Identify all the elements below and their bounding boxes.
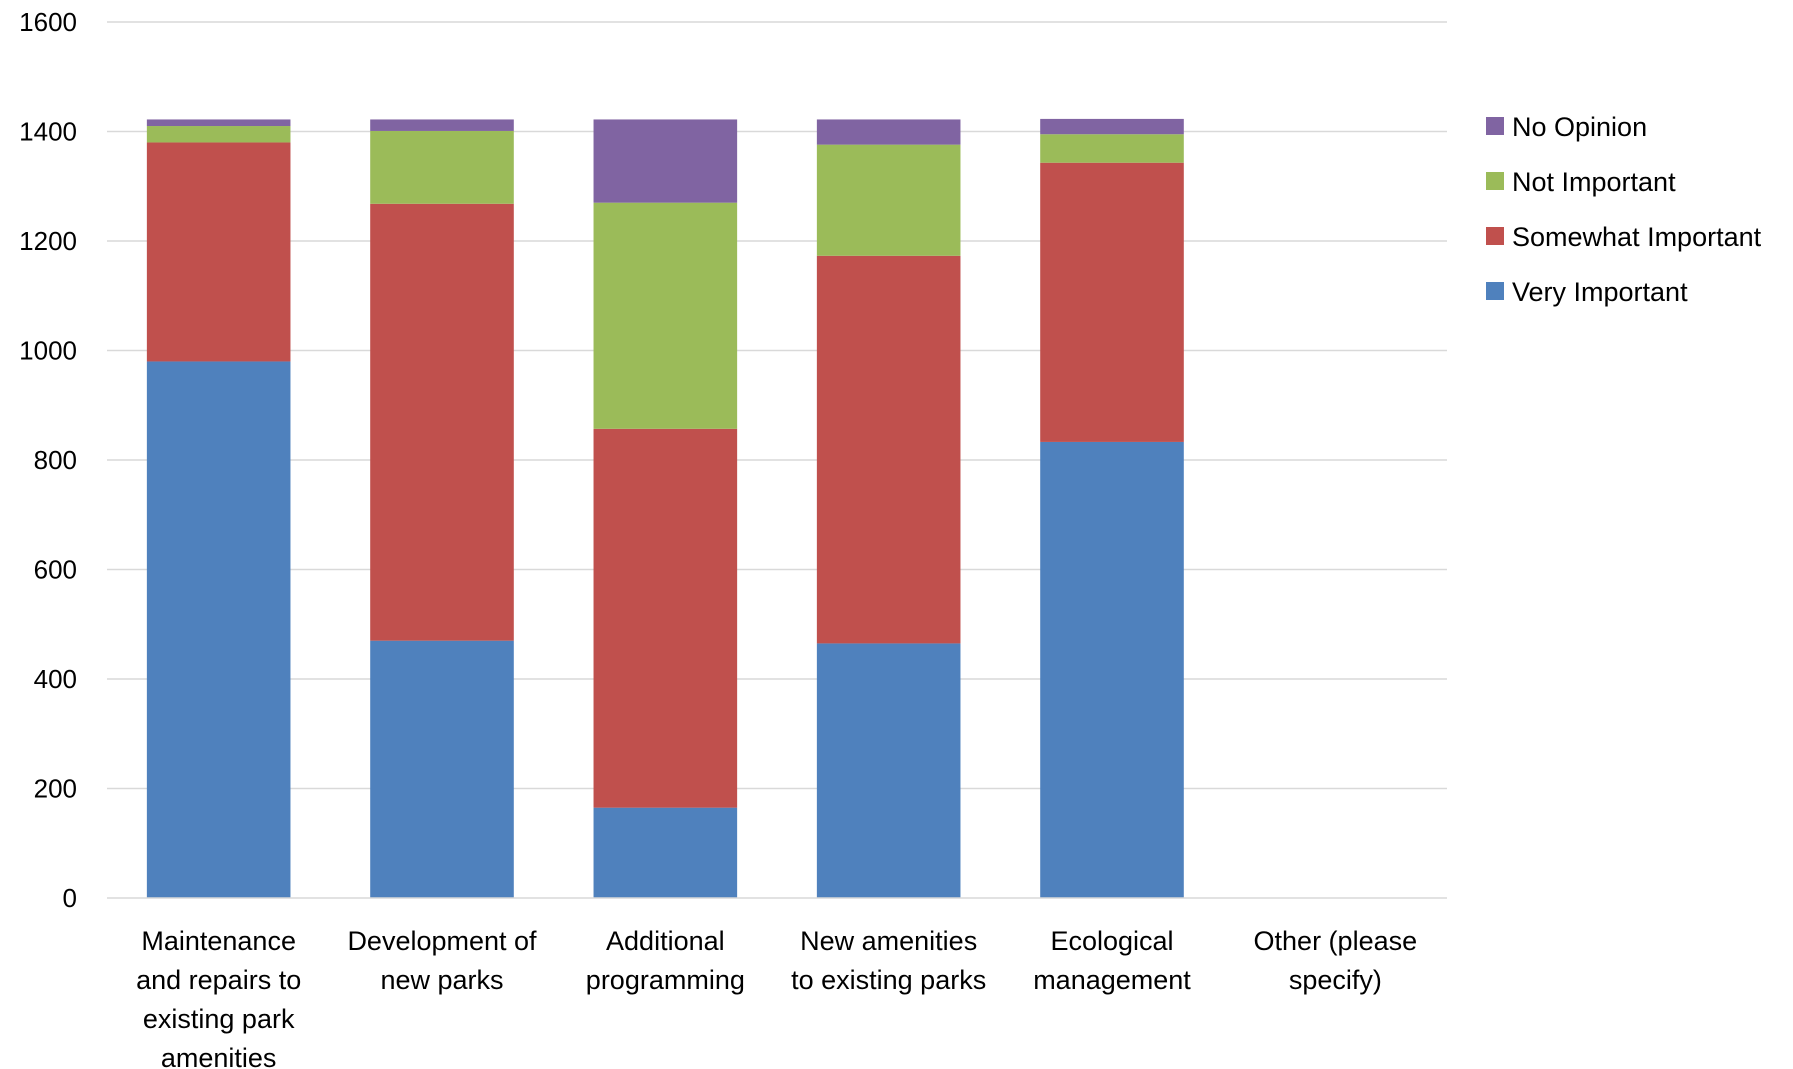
bar-segment-somewhat-important [1040, 162, 1184, 442]
bar-segment-somewhat-important [593, 428, 738, 808]
bar-segment-very-important [146, 361, 291, 898]
legend-label: Somewhat Important [1512, 222, 1762, 252]
x-category-label: Maintenance and repairs to existing park am… [136, 926, 301, 1069]
bar-segment-not-important [370, 130, 514, 204]
x-category-label-line: New amenities [800, 926, 977, 956]
bar-segment-not-important [146, 126, 291, 143]
x-category-label-line: amenities [161, 1043, 277, 1069]
bar-segment-very-important [816, 643, 961, 898]
y-tick-label: 600 [34, 555, 77, 585]
x-category-label-line: new parks [380, 965, 503, 995]
bar-segment-not-important [1040, 134, 1184, 163]
bar-segment-very-important [593, 807, 738, 898]
gridlines [107, 21, 1447, 790]
x-category-label: Other (please specify) [1254, 926, 1418, 995]
bar-segment-very-important [1040, 441, 1184, 898]
x-category-label: New amenities to existing parks [791, 926, 986, 995]
legend: No Opinion Not Important Somewhat Importan… [1486, 112, 1762, 307]
x-category-label: Development of new parks [347, 926, 537, 995]
legend-label: Very Important [1512, 277, 1688, 307]
x-category-label: Additional programming [586, 926, 745, 995]
x-category-label-line: Other (please [1254, 926, 1418, 956]
y-tick-label: 1400 [19, 117, 77, 147]
legend-swatch [1486, 172, 1504, 190]
x-category-label-line: Maintenance [141, 926, 296, 956]
x-category-label-line: existing park [143, 1004, 295, 1034]
x-category-label-line: Additional [606, 926, 725, 956]
y-tick-label: 800 [34, 445, 77, 475]
legend-swatch [1486, 282, 1504, 300]
y-axis-tick-labels: 0 200 400 600 800 1000 1200 1400 1600 [19, 7, 77, 913]
x-category-label-line: programming [586, 965, 745, 995]
x-axis-category-labels: Maintenance and repairs to existing park am… [136, 926, 1417, 1069]
y-tick-label: 1200 [19, 226, 77, 256]
x-category-label-line: Development of [347, 926, 537, 956]
bar-segment-no-opinion [816, 119, 961, 145]
bar-segment-no-opinion [146, 119, 291, 127]
x-category-label-line: management [1033, 965, 1191, 995]
bar-segment-no-opinion [1040, 118, 1184, 135]
x-category-label-line: specify) [1289, 965, 1382, 995]
y-tick-label: 0 [63, 883, 77, 913]
bar-segment-not-important [593, 202, 738, 429]
bar-segment-no-opinion [370, 119, 514, 131]
y-tick-label: 1600 [19, 7, 77, 37]
legend-swatch [1486, 117, 1504, 135]
bar-segment-somewhat-important [370, 203, 514, 641]
x-category-label: Ecological management [1033, 926, 1191, 995]
bar-segment-somewhat-important [816, 255, 961, 644]
legend-swatch [1486, 227, 1504, 245]
legend-label: No Opinion [1512, 112, 1647, 142]
bar-segment-not-important [816, 144, 961, 256]
x-category-label-line: to existing parks [791, 965, 986, 995]
bar-segment-somewhat-important [146, 142, 291, 362]
x-category-label-line: Ecological [1050, 926, 1173, 956]
bar-segment-no-opinion [593, 119, 738, 203]
y-tick-label: 400 [34, 664, 77, 694]
bar-segment-very-important [370, 640, 514, 898]
bars [146, 118, 1184, 898]
y-tick-label: 200 [34, 774, 77, 804]
legend-label: Not Important [1512, 167, 1676, 197]
x-category-label-line: and repairs to [136, 965, 301, 995]
y-tick-label: 1000 [19, 336, 77, 366]
